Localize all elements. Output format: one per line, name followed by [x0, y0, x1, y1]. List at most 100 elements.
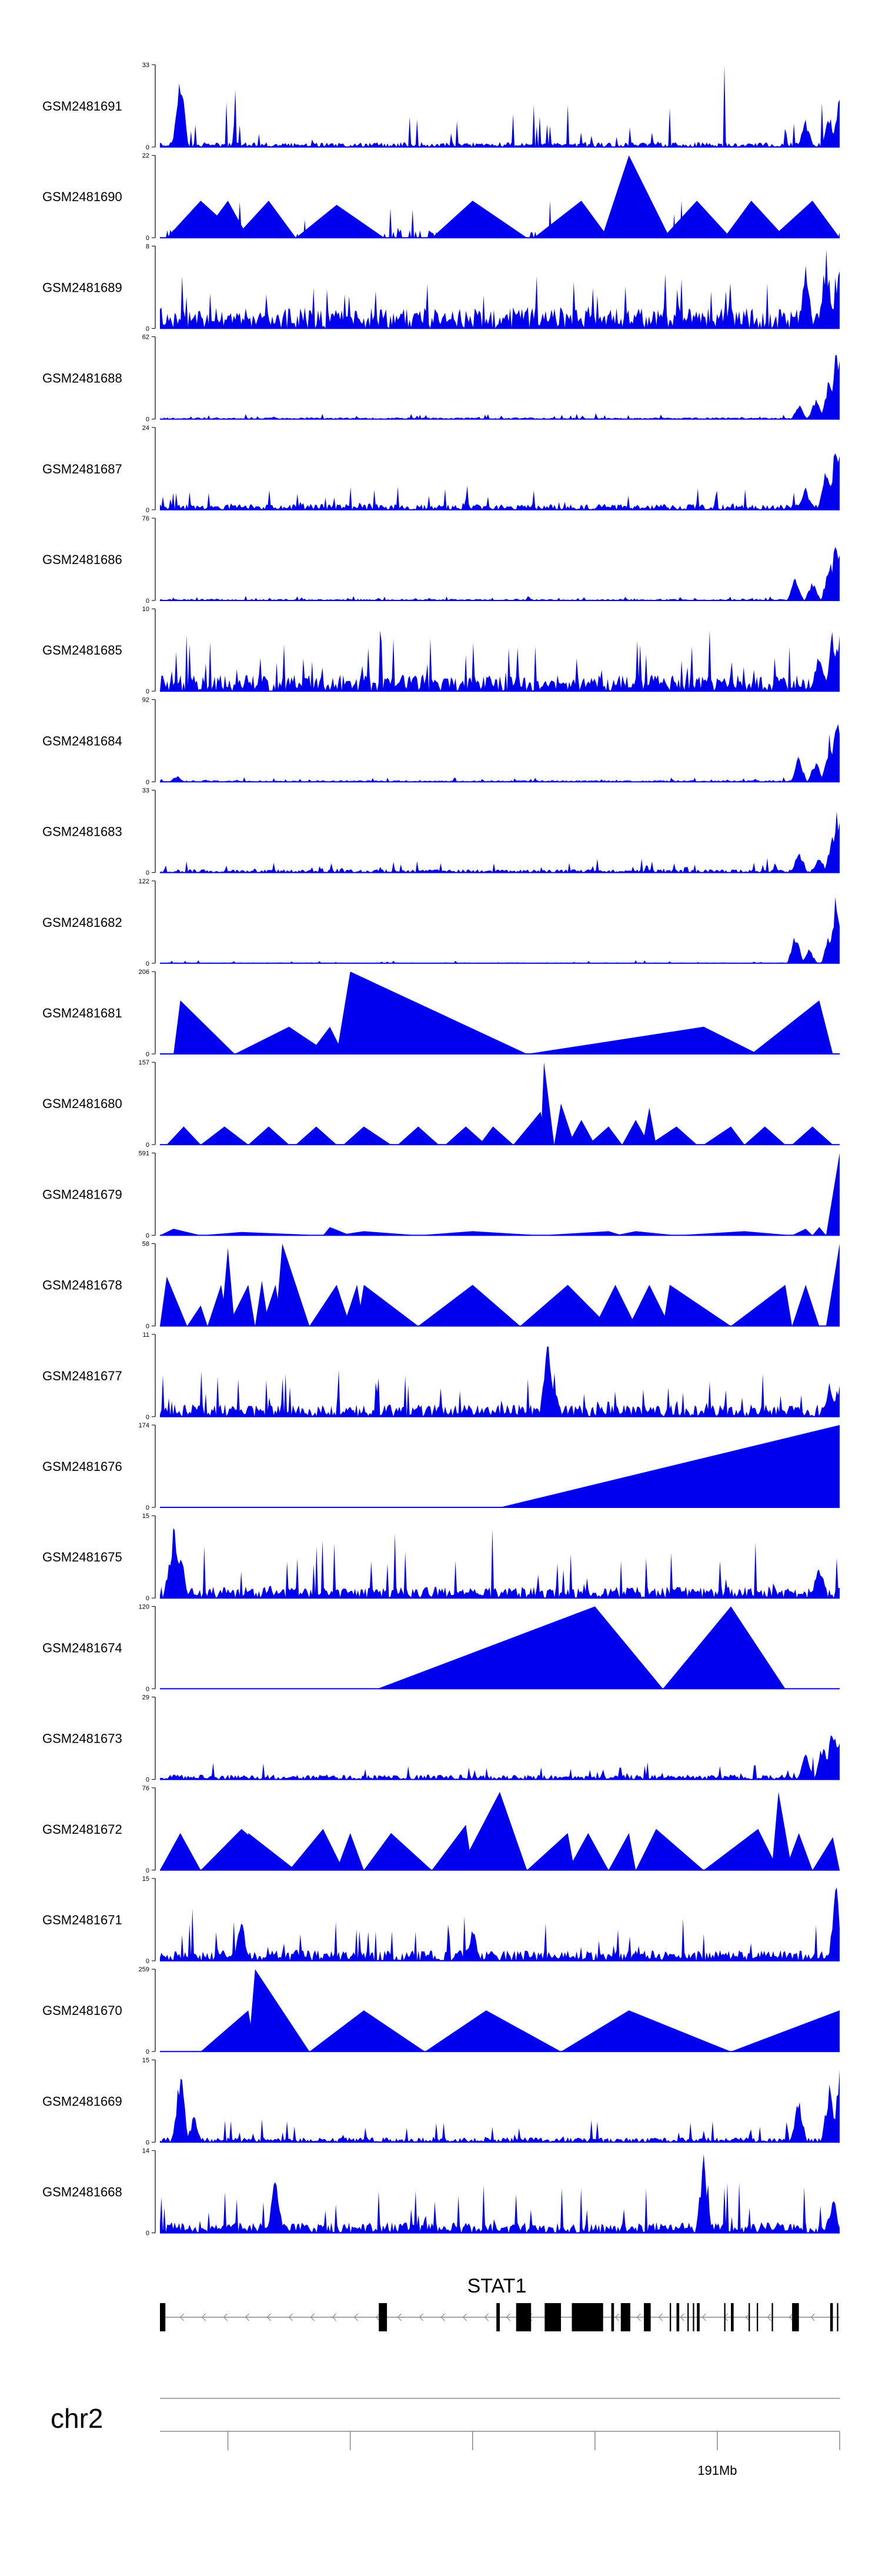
- y-max-label: 174: [139, 1422, 149, 1429]
- y-min-label: 0: [146, 1777, 149, 1784]
- strand-arrow-icon: [462, 2313, 467, 2321]
- coverage-peak: [540, 1062, 554, 1145]
- coverage-peak: [642, 1107, 656, 1145]
- coverage-peak: [785, 1833, 813, 1870]
- coverage-peak: [363, 1833, 432, 1870]
- coverage-peak: [500, 1425, 840, 1507]
- coverage-peak: [160, 1833, 201, 1870]
- strand-arrow-icon: [245, 2313, 250, 2321]
- coverage-peak: [397, 1126, 439, 1145]
- coverage-peak: [533, 201, 609, 238]
- coverage-peak: [336, 972, 527, 1054]
- gene-exon: [771, 2303, 773, 2331]
- coverage-peak: [663, 1606, 786, 1689]
- gene-exon: [693, 2303, 694, 2331]
- strand-arrow-icon: [419, 2313, 424, 2321]
- strand-arrow-icon: [745, 2313, 750, 2321]
- track-label: GSM2481686: [42, 552, 122, 567]
- coverage-peak: [296, 1126, 337, 1145]
- coverage-area: [160, 724, 840, 782]
- track-GSM2481682: GSM2481682 122 0: [42, 878, 840, 967]
- track-label: GSM2481688: [42, 371, 122, 386]
- track-GSM2481673: GSM2481673 29 0: [42, 1694, 840, 1784]
- strand-arrow-icon: [266, 2313, 272, 2321]
- coverage-peak: [554, 1103, 575, 1145]
- coverage-peak: [636, 1828, 704, 1870]
- coverage-tracks: GSM2481691330GSM2481690220GSM248168980GS…: [42, 62, 840, 2237]
- coverage-peak: [309, 1284, 350, 1326]
- coverage-peak: [663, 1284, 731, 1326]
- track-label: GSM2481670: [42, 2003, 122, 2018]
- strand-arrow-icon: [701, 2313, 706, 2321]
- coverage-peak: [520, 1284, 609, 1326]
- y-min-label: 0: [146, 870, 149, 877]
- track-GSM2481670: GSM2481670 259 0: [42, 1966, 840, 2056]
- y-min-label: 0: [146, 1504, 149, 1511]
- coverage-peak: [615, 1231, 677, 1236]
- coverage-peak: [201, 1232, 323, 1236]
- strand-arrow-icon: [310, 2313, 315, 2321]
- track-GSM2481684: GSM2481684 92 0: [42, 696, 840, 786]
- coverage-peak: [826, 1243, 840, 1326]
- track-label: GSM2481675: [42, 1550, 122, 1564]
- y-max-label: 15: [142, 2057, 149, 2064]
- strand-arrow-icon: [397, 2313, 402, 2321]
- y-min-label: 0: [146, 507, 149, 514]
- coverage-area: [160, 355, 840, 419]
- coverage-peak: [160, 1229, 201, 1236]
- coverage-peak: [703, 1828, 779, 1870]
- gene-exon: [724, 2303, 726, 2331]
- y-min-label: 0: [146, 235, 149, 242]
- strand-arrow-icon: [332, 2313, 337, 2321]
- coverage-peak: [432, 201, 527, 238]
- track-GSM2481669: GSM2481669 15 0: [42, 2057, 840, 2146]
- strand-arrow-icon: [353, 2313, 359, 2321]
- track-label: GSM2481687: [42, 462, 122, 476]
- y-max-label: 76: [142, 1785, 149, 1792]
- coverage-peak: [724, 201, 786, 238]
- track-GSM2481677: GSM2481677 11 0: [42, 1332, 840, 1421]
- y-max-label: 62: [142, 334, 149, 341]
- coverage-peak: [336, 1833, 364, 1870]
- track-GSM2481691: GSM2481691 33 0: [42, 62, 840, 151]
- coverage-peak: [166, 1126, 201, 1145]
- y-max-label: 15: [142, 1876, 149, 1883]
- coverage-peak: [622, 1120, 650, 1145]
- track-label: GSM2481685: [42, 643, 122, 658]
- coverage-area: [160, 1887, 840, 1961]
- strand-arrow-icon: [506, 2313, 510, 2321]
- strand-arrow-icon: [680, 2313, 684, 2321]
- strand-arrow-icon: [288, 2313, 293, 2321]
- coverage-peak: [731, 2010, 840, 2052]
- track-GSM2481676: GSM2481676 174 0: [42, 1422, 840, 1511]
- coverage-peak: [812, 1837, 840, 1870]
- gene-exon: [620, 2303, 630, 2331]
- gene-exon: [697, 2303, 700, 2331]
- coverage-peak: [649, 1126, 697, 1145]
- strand-arrow-icon: [440, 2313, 446, 2321]
- coverage-peak: [527, 1833, 575, 1870]
- strand-arrow-icon: [375, 2313, 380, 2321]
- track-label: GSM2481674: [42, 1640, 122, 1655]
- y-min-label: 0: [146, 2230, 149, 2237]
- axis-tick-label: 191Mb: [697, 2463, 737, 2478]
- coverage-area: [160, 1528, 840, 1599]
- coverage-area: [160, 1735, 840, 1780]
- strand-arrow-icon: [636, 2313, 641, 2321]
- coverage-area: [160, 65, 840, 147]
- coverage-peak: [771, 1791, 793, 1870]
- coverage-peak: [173, 1000, 235, 1054]
- y-max-label: 33: [142, 62, 149, 69]
- coverage-peak: [703, 1126, 745, 1145]
- gene-exon: [572, 2303, 603, 2331]
- coverage-peak: [751, 1000, 833, 1054]
- y-min-label: 0: [146, 1595, 149, 1602]
- coverage-area: [160, 453, 840, 510]
- y-max-label: 29: [142, 1694, 149, 1701]
- y-max-label: 22: [142, 152, 149, 159]
- coverage-peak: [343, 1126, 392, 1145]
- track-label: GSM2481689: [42, 280, 122, 295]
- y-max-label: 591: [139, 1150, 149, 1157]
- coverage-peak: [588, 1126, 623, 1145]
- track-label: GSM2481680: [42, 1096, 122, 1111]
